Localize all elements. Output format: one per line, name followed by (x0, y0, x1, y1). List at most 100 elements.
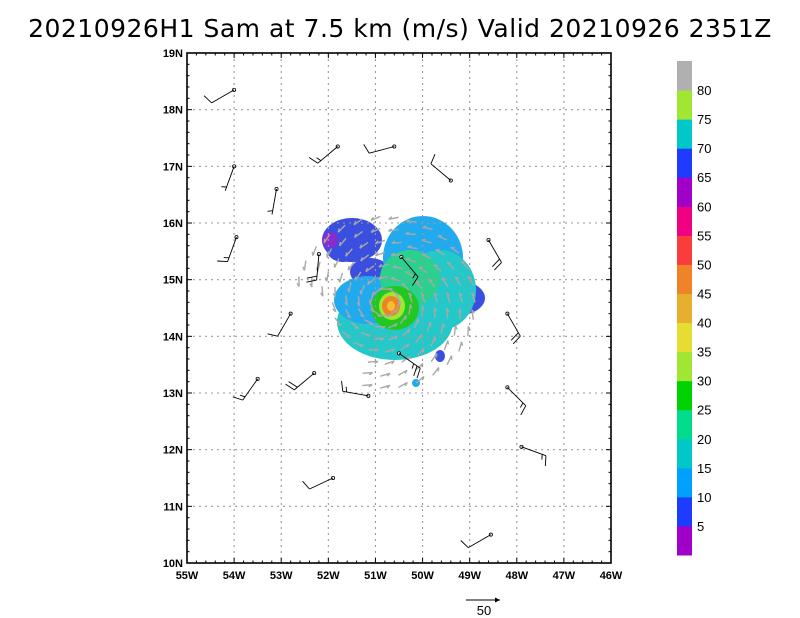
wind-vector (432, 367, 440, 376)
wind-vector-head (404, 369, 408, 374)
wind-vector (388, 335, 398, 341)
wind-vector (450, 246, 460, 254)
colorbar-label: 45 (697, 286, 711, 301)
wind-barb (308, 144, 340, 164)
barb-feather (512, 335, 521, 345)
wind-vector (303, 260, 307, 271)
wind-vector (405, 258, 416, 263)
wind-vector (333, 258, 340, 268)
wind-vector (471, 292, 476, 303)
y-tick-label: 13N (163, 388, 183, 400)
barb-feather (302, 480, 310, 490)
y-tick-label: 18N (163, 105, 183, 117)
wind-vector-head (345, 252, 348, 257)
barb-feather (363, 144, 370, 154)
wind-vector (353, 218, 363, 226)
wind-vector (345, 308, 352, 319)
barb-feather (308, 157, 319, 164)
wind-vector (407, 246, 418, 250)
wind-vector-head (421, 376, 425, 381)
barb-staff (521, 446, 547, 457)
wind-vector (337, 224, 346, 233)
wind-vector (316, 261, 321, 272)
wind-vector (420, 292, 426, 303)
wind-vector (426, 321, 431, 332)
wind-vector (357, 296, 361, 307)
barb-half-feather (520, 402, 524, 408)
wind-vector (367, 277, 376, 286)
barb-feather (416, 368, 421, 379)
wind-vector (344, 295, 348, 306)
wind-vector-head (390, 252, 395, 256)
x-tick-label: 49W (458, 570, 481, 582)
wind-vector (418, 266, 428, 274)
wind-vector (405, 233, 416, 236)
wind-barb (519, 444, 547, 467)
wind-barb (430, 154, 453, 183)
wind-vector-head (454, 276, 459, 280)
wind-vector-head (356, 302, 361, 307)
barb-feather (306, 279, 317, 283)
wind-vector (392, 266, 403, 270)
wind-vector (421, 253, 432, 260)
x-tick-label: 51W (364, 570, 387, 582)
wind-vector-head (386, 314, 391, 318)
barb-feather (430, 154, 436, 164)
barb-feather (203, 95, 212, 104)
wind-vector-head (353, 220, 357, 226)
wind-vector-head (392, 265, 397, 268)
wind-vector (441, 277, 449, 287)
wind-vector-head (370, 216, 375, 221)
wind-vector (364, 318, 374, 325)
barb-half-feather (411, 363, 415, 369)
reference-vector-label: 50 (477, 603, 491, 618)
wind-vector (414, 280, 423, 290)
colorbar-swatch (677, 380, 692, 411)
wind-vector (373, 337, 384, 340)
barb-staff (398, 352, 421, 369)
colorbar-swatch (677, 525, 692, 556)
wind-vector-head (433, 264, 438, 267)
wind-vector (370, 227, 381, 234)
wind-vector-head (374, 252, 379, 257)
colorbar-swatch (677, 264, 692, 294)
colorbar-label: 30 (697, 374, 711, 389)
wind-barb (285, 371, 317, 391)
wind-vector (375, 239, 386, 245)
wind-vector-head (467, 275, 472, 280)
wind-vector-head (338, 241, 342, 247)
wind-vector-head (374, 240, 379, 245)
wind-vector (433, 264, 442, 272)
wind-vector-head (353, 233, 357, 238)
barb-feather (520, 405, 527, 416)
plot-frame (186, 52, 612, 564)
wind-vector-head (354, 327, 359, 330)
wind-vector-head (344, 301, 348, 306)
wind-vector (440, 323, 444, 334)
wind-vector-head (428, 278, 433, 282)
wind-vector (388, 308, 398, 317)
wind-vector-head (394, 323, 398, 328)
wind-vector (422, 226, 433, 231)
barb-feather (544, 455, 547, 467)
barb-feather (285, 383, 295, 391)
wind-vector (380, 372, 391, 377)
colorbar-swatch (677, 119, 692, 149)
colorbar-swatch (677, 90, 692, 120)
colorbar-swatch (677, 177, 692, 207)
colorbar-swatch (677, 496, 692, 527)
wind-vector (375, 251, 386, 257)
x-tick-label: 54W (223, 570, 246, 582)
barb-feather (232, 396, 243, 401)
wind-vector-head (386, 384, 391, 389)
wind-vector-head (296, 282, 300, 287)
wind-vector-head (368, 299, 371, 304)
wind-vector-head (368, 372, 373, 376)
wind-vector-head (409, 304, 413, 309)
wind-vector-head (395, 309, 398, 314)
wind-vector-head (446, 308, 450, 313)
barb-feather (341, 380, 344, 392)
wind-vector (401, 283, 410, 291)
wind-vector (467, 276, 474, 286)
y-tick-label: 17N (163, 161, 183, 173)
